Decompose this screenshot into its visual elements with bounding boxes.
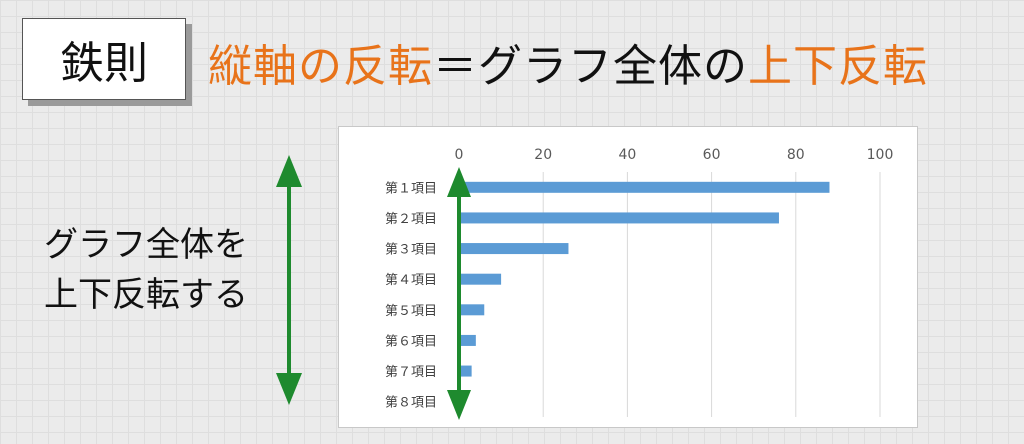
bar [459,365,472,377]
bar [459,273,502,285]
left-double-arrow-icon [276,155,302,405]
category-label: 第７項目 [385,365,437,380]
category-label: 第２項目 [385,212,437,227]
headline-part-2: ＝グラフ全体の [433,41,748,92]
bar [459,181,830,193]
category-label: 第８項目 [385,396,437,411]
bar [459,243,569,255]
category-label: 第４項目 [385,273,437,288]
gridlines [542,172,881,417]
rule-label: 鉄則 [60,38,148,89]
axis-double-arrow-icon [447,167,471,420]
category-label: 第６項目 [385,334,437,349]
chart-panel: 0 20 40 60 80 100 第１項目第２項目第３項目第４項目第５項目第６項目第７項… [338,126,918,428]
x-tick-label: 0 [455,147,464,163]
headline: 縦軸の反転 ＝グラフ全体の 上下反転 [208,22,928,102]
x-tick-label: 100 [867,147,894,163]
x-tick-labels: 0 20 40 60 80 100 [455,147,894,163]
rule-label-box: 鉄則 [22,18,186,100]
x-tick-label: 40 [618,147,636,163]
category-label: 第３項目 [385,243,437,258]
x-tick-label: 80 [787,147,805,163]
arrow-down-icon [447,390,471,420]
bars [459,181,830,377]
side-caption-line-2: 上下反転する [44,275,248,315]
x-tick-label: 60 [703,147,721,163]
side-caption: グラフ全体を 上下反転する [44,220,248,320]
arrow-up-icon [447,167,471,197]
headline-part-3: 上下反転 [748,41,928,92]
category-label: 第１項目 [385,181,437,196]
headline-part-1: 縦軸の反転 [208,41,433,92]
bar-chart: 0 20 40 60 80 100 第１項目第２項目第３項目第４項目第５項目第６項目第７項… [385,147,894,420]
category-label: 第５項目 [385,304,437,319]
side-caption-line-1: グラフ全体を [44,225,248,265]
bar [459,212,779,224]
bar [459,304,485,316]
bar [459,334,476,346]
x-tick-label: 20 [534,147,552,163]
